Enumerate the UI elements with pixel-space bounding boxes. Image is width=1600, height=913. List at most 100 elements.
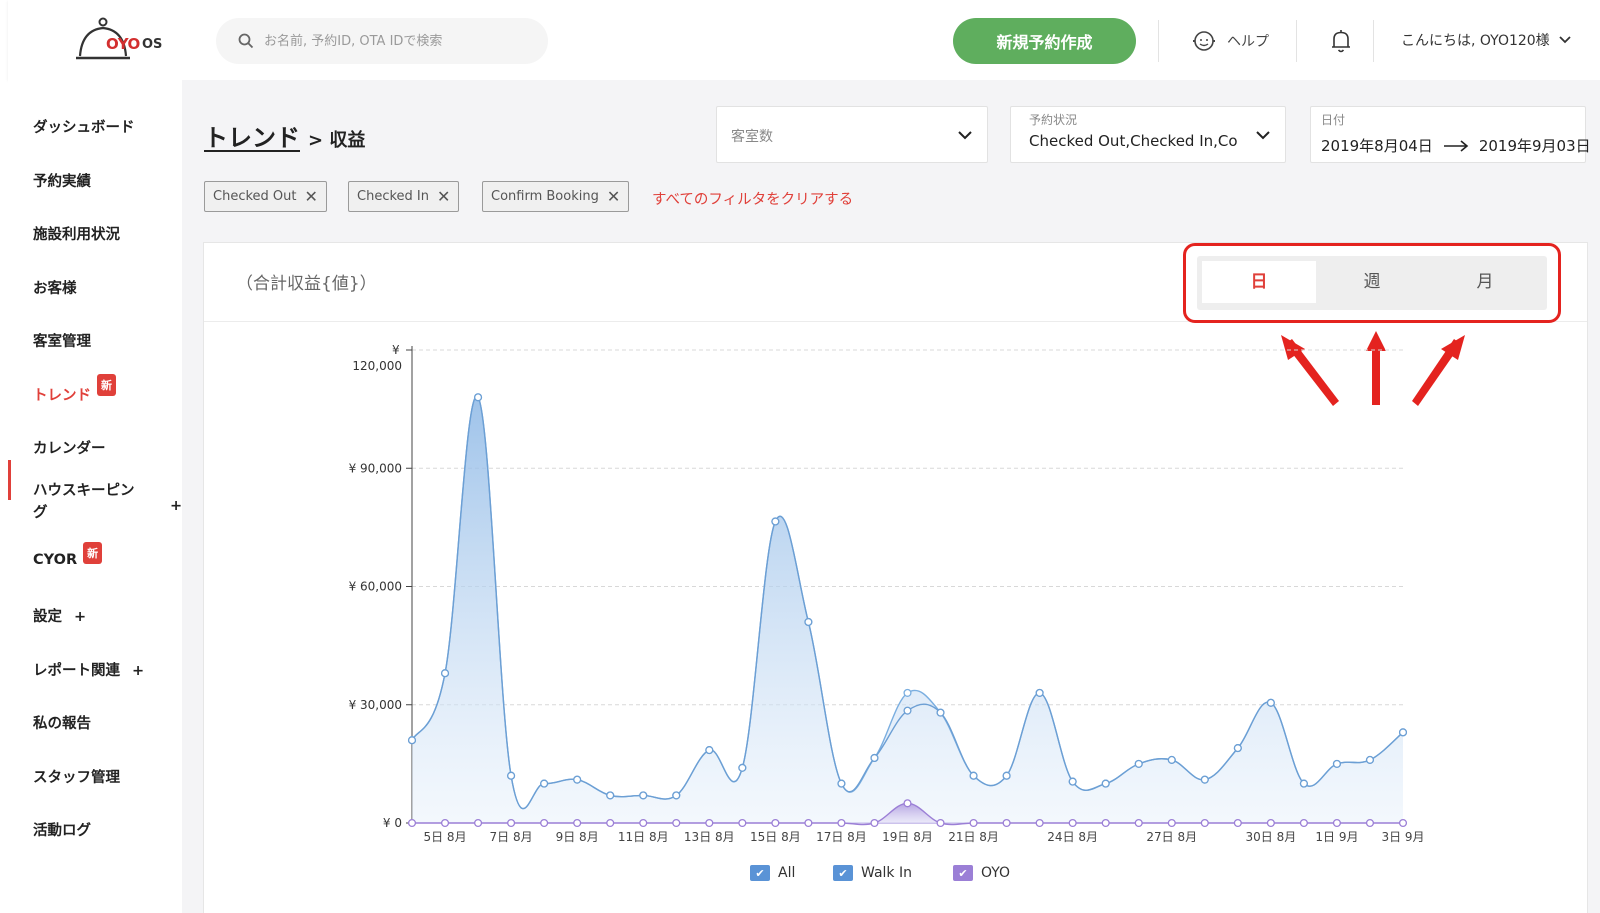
data-point[interactable] [738, 818, 747, 828]
new-booking-button[interactable]: 新規予約作成 [953, 18, 1136, 64]
data-point[interactable] [1299, 818, 1308, 828]
data-point[interactable] [837, 818, 846, 828]
data-point[interactable] [837, 779, 846, 788]
sidebar-item-rooms[interactable]: 客室管理 [33, 330, 91, 351]
data-point[interactable] [1332, 759, 1341, 768]
settings-expand-icon[interactable]: + [74, 609, 87, 625]
sidebar-item-housekeeping[interactable]: ハウスキーピング [33, 480, 143, 524]
sidebar-item-trends[interactable]: トレンド新 [33, 374, 116, 406]
data-point[interactable] [672, 791, 681, 800]
breadcrumb-trends-link[interactable]: トレンド [204, 124, 300, 152]
sidebar-item-settings[interactable]: 設定 + [33, 605, 86, 626]
sidebar-item-dashboard[interactable]: ダッシュボード [33, 116, 135, 137]
sidebar-item-occupancy[interactable]: 施設利用状況 [33, 223, 120, 244]
data-point[interactable] [1101, 779, 1110, 788]
user-menu[interactable]: こんにちは, OYO120様 [1401, 30, 1572, 50]
legend-item-walk-in[interactable]: ✔ Walk In [833, 865, 912, 881]
data-point[interactable] [507, 818, 516, 828]
data-point[interactable] [903, 688, 912, 697]
data-point[interactable] [1200, 818, 1209, 828]
data-point[interactable] [639, 791, 648, 800]
data-point[interactable] [771, 517, 780, 526]
data-point[interactable] [606, 791, 615, 800]
data-point[interactable] [1101, 818, 1110, 828]
data-point[interactable] [672, 818, 681, 828]
sidebar-item-reports[interactable]: レポート関連 + [33, 659, 144, 680]
legend-item-all[interactable]: ✔ All [750, 865, 795, 881]
data-point[interactable] [936, 818, 945, 828]
data-point[interactable] [440, 669, 450, 678]
data-point[interactable] [1233, 818, 1242, 828]
clear-all-filters-link[interactable]: すべてのフィルタをクリアする [652, 192, 854, 208]
oyo-logo[interactable]: OYO OS [70, 16, 170, 66]
data-point[interactable] [969, 818, 978, 828]
data-point[interactable] [1134, 759, 1143, 768]
data-point[interactable] [474, 818, 483, 828]
data-point[interactable] [1398, 728, 1408, 737]
data-point[interactable] [1233, 744, 1242, 753]
help-link[interactable]: ヘルプ [1191, 26, 1269, 56]
data-point[interactable] [1266, 818, 1275, 828]
data-point[interactable] [936, 708, 945, 717]
toggle-day[interactable]: 日 [1202, 261, 1316, 303]
data-point[interactable] [804, 818, 813, 828]
data-point[interactable] [1167, 818, 1176, 828]
data-point[interactable] [705, 818, 714, 828]
reports-expand-icon[interactable]: + [132, 663, 145, 679]
booking-status-select[interactable]: 予約状況 Checked Out,Checked In,Co [1010, 106, 1286, 163]
legend-item-oyo[interactable]: ✔ OYO [953, 865, 1010, 881]
data-point[interactable] [639, 818, 648, 828]
data-point[interactable] [540, 779, 549, 788]
data-point[interactable] [1068, 818, 1077, 828]
close-icon[interactable]: ✕ [304, 187, 318, 206]
data-point[interactable] [573, 775, 582, 784]
sidebar-item-calendar[interactable]: カレンダー [33, 437, 106, 458]
data-point[interactable] [1068, 777, 1077, 786]
sidebar-item-my-reports[interactable]: 私の報告 [33, 712, 91, 733]
data-point[interactable] [870, 753, 879, 763]
data-point[interactable] [407, 736, 417, 745]
data-point[interactable] [903, 799, 912, 808]
data-point[interactable] [1365, 755, 1375, 764]
data-point[interactable] [903, 706, 912, 715]
date-range-picker[interactable]: 日付 2019年8月04日 2019年9月03日 [1310, 106, 1591, 163]
sidebar-item-cyor[interactable]: CYOR 新 [33, 542, 103, 574]
data-point[interactable] [1035, 688, 1044, 697]
data-point[interactable] [1398, 818, 1408, 828]
data-point[interactable] [1266, 698, 1275, 707]
data-point[interactable] [1002, 771, 1011, 780]
notification-bell-icon[interactable] [1329, 28, 1353, 54]
data-point[interactable] [969, 771, 978, 780]
toggle-week[interactable]: 週 [1363, 272, 1381, 292]
data-point[interactable] [606, 818, 615, 828]
sidebar-item-activity-log[interactable]: 活動ログ [33, 819, 91, 840]
data-point[interactable] [540, 818, 549, 828]
data-point[interactable] [1035, 818, 1044, 828]
data-point[interactable] [804, 617, 813, 627]
search-input[interactable] [264, 18, 534, 64]
data-point[interactable] [1002, 818, 1011, 828]
data-point[interactable] [738, 763, 747, 772]
data-point[interactable] [573, 818, 582, 828]
data-point[interactable] [1365, 818, 1375, 828]
data-point[interactable] [1167, 755, 1176, 764]
room-count-select[interactable]: 客室数 [716, 106, 988, 163]
data-point[interactable] [507, 771, 516, 780]
toggle-month[interactable]: 月 [1476, 272, 1494, 292]
housekeeping-expand-icon[interactable]: + [170, 498, 183, 514]
close-icon[interactable]: ✕ [436, 187, 451, 206]
data-point[interactable] [705, 746, 714, 755]
data-point[interactable] [440, 818, 450, 828]
sidebar-item-guests[interactable]: お客様 [33, 277, 77, 298]
data-point[interactable] [1299, 779, 1308, 788]
data-point[interactable] [407, 818, 417, 828]
sidebar-item-staff[interactable]: スタッフ管理 [33, 766, 120, 787]
data-point[interactable] [1332, 818, 1341, 828]
sidebar-item-bookings[interactable]: 予約実績 [33, 170, 91, 191]
data-point[interactable] [474, 393, 483, 402]
data-point[interactable] [1134, 818, 1143, 828]
close-icon[interactable]: ✕ [606, 187, 621, 206]
data-point[interactable] [870, 818, 879, 828]
data-point[interactable] [1200, 775, 1209, 784]
data-point[interactable] [771, 818, 780, 828]
